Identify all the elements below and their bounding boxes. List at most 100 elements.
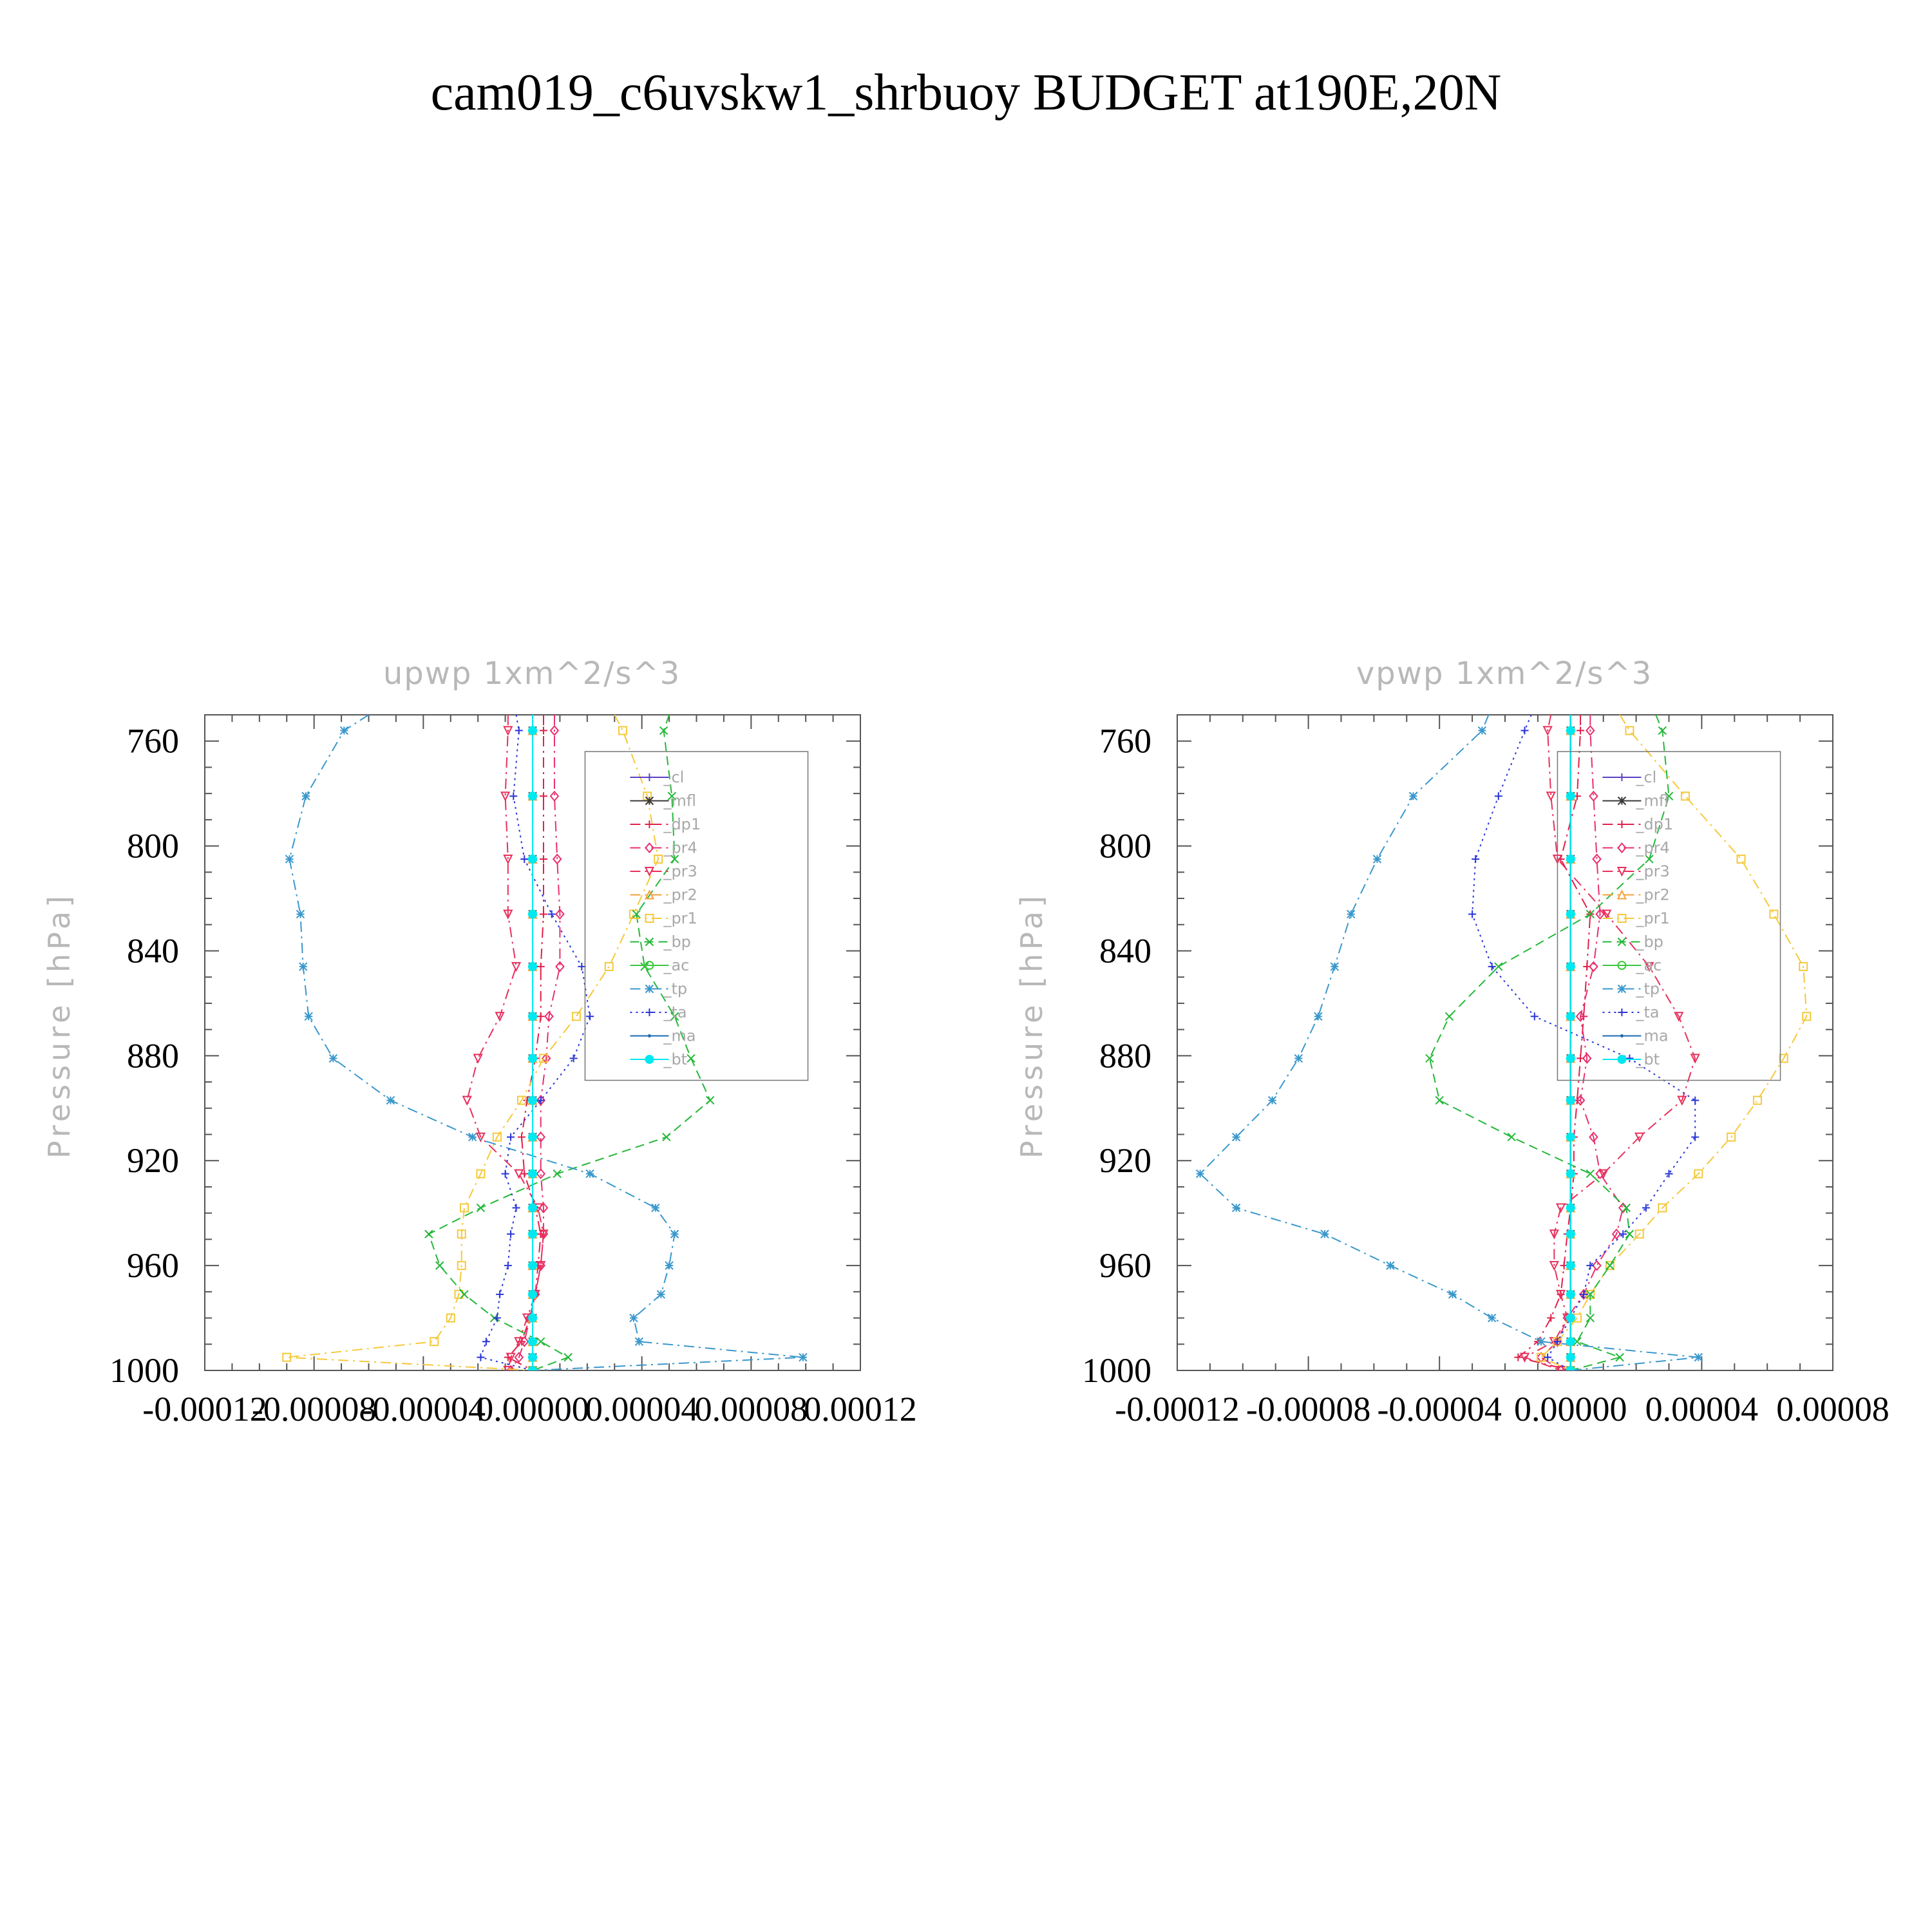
legend-label: _ta xyxy=(663,1003,687,1021)
data-point xyxy=(528,1366,537,1370)
legend-item: _pr3 xyxy=(1602,862,1670,880)
data-point xyxy=(670,1229,679,1238)
data-point xyxy=(511,961,522,972)
data-point xyxy=(386,1095,395,1105)
y-tick-label: 840 xyxy=(127,931,179,970)
data-point xyxy=(1658,726,1667,735)
data-point xyxy=(1680,791,1690,801)
axis-ticks: 760 800 840 880 920 960 1000-0.00012-0.00008-0… xyxy=(1082,714,1889,1428)
data-point xyxy=(1555,1366,1566,1370)
data-point xyxy=(1472,855,1480,863)
data-point xyxy=(339,726,349,735)
legend-marker xyxy=(645,961,654,970)
data-point xyxy=(528,1132,537,1142)
data-point xyxy=(1448,1290,1457,1299)
data-point xyxy=(514,1352,524,1363)
data-point xyxy=(1577,726,1585,735)
data-point xyxy=(492,1132,502,1142)
data-point xyxy=(1658,1203,1667,1213)
data-point xyxy=(514,1169,524,1179)
data-point xyxy=(1566,1132,1575,1142)
data-point xyxy=(651,1203,660,1213)
legend-label: _pr2 xyxy=(1635,886,1669,904)
data-point xyxy=(1769,909,1779,919)
data-point xyxy=(528,1261,537,1271)
data-point xyxy=(1566,1169,1575,1179)
series-line xyxy=(1199,715,1699,1370)
data-point xyxy=(1566,1261,1575,1271)
series-line xyxy=(1517,715,1591,1370)
data-point xyxy=(1575,1010,1586,1022)
series-pr3 xyxy=(462,715,549,1370)
data-point xyxy=(555,961,565,972)
series-line xyxy=(1540,715,1624,1370)
legend-item: _pr1 xyxy=(1602,909,1670,927)
legend-marker xyxy=(1617,961,1627,970)
data-point xyxy=(1294,1054,1303,1063)
data-point xyxy=(528,1169,537,1179)
data-point xyxy=(1605,1261,1615,1270)
data-point xyxy=(1727,1132,1736,1142)
legend-marker xyxy=(645,773,654,781)
x-tick-label: 0.00012 xyxy=(804,1390,917,1428)
data-point xyxy=(799,1352,808,1362)
data-point xyxy=(1736,854,1746,864)
y-tick-label: 960 xyxy=(1099,1246,1151,1285)
y-tick-label: 960 xyxy=(127,1246,179,1285)
legend-item: _pr4 xyxy=(1602,839,1670,857)
data-point xyxy=(1586,909,1595,919)
legend-marker xyxy=(1618,820,1626,828)
data-point xyxy=(1488,962,1496,971)
y-tick-label: 920 xyxy=(127,1141,179,1180)
data-point xyxy=(643,791,652,801)
data-point xyxy=(1644,961,1654,972)
data-point xyxy=(424,1229,433,1238)
data-point xyxy=(1586,1262,1595,1270)
legend-marker xyxy=(645,842,654,854)
data-point xyxy=(435,1261,444,1270)
data-point xyxy=(1691,1133,1700,1141)
legend-label: _cl xyxy=(663,768,684,786)
legend-item: _pr4 xyxy=(630,839,697,857)
data-point xyxy=(1542,726,1553,736)
y-tick-label: 760 xyxy=(127,722,179,761)
data-point xyxy=(1549,1229,1559,1240)
data-point xyxy=(1625,1054,1634,1063)
y-tick-label: 920 xyxy=(1099,1141,1151,1180)
data-point xyxy=(1195,1169,1205,1179)
x-tick-label: 0.00000 xyxy=(1514,1390,1627,1428)
data-point xyxy=(1642,1204,1650,1212)
data-point xyxy=(1592,853,1602,865)
data-point xyxy=(578,962,586,971)
legend-item: _ma xyxy=(630,1027,696,1045)
data-point xyxy=(1694,1352,1703,1362)
data-point xyxy=(282,1352,292,1362)
data-point xyxy=(528,1313,537,1323)
legend-box xyxy=(1557,751,1781,1081)
data-point xyxy=(1605,1261,1615,1271)
data-point xyxy=(518,1133,526,1141)
data-point xyxy=(520,855,529,863)
data-point xyxy=(473,1054,483,1064)
data-point xyxy=(1566,1366,1575,1370)
data-point xyxy=(528,1054,537,1063)
data-point xyxy=(659,726,668,735)
series-line xyxy=(466,715,544,1370)
legend-item: _pr3 xyxy=(630,862,697,880)
data-point xyxy=(1530,1012,1539,1021)
data-point xyxy=(662,1132,671,1142)
data-point xyxy=(1566,726,1575,735)
data-point xyxy=(1694,1169,1703,1179)
legend-label: _ac xyxy=(663,956,689,974)
data-point xyxy=(1330,962,1340,971)
data-point xyxy=(446,1313,455,1323)
legend-item: _mfl xyxy=(630,792,696,810)
legend: _cl _mfl _dp1 _pr4 _pr3 _pr2 _pr1 _bp _ac _tp _ta _… xyxy=(584,751,809,1081)
data-point xyxy=(552,853,562,865)
y-tick-label: 880 xyxy=(127,1036,179,1075)
data-point xyxy=(1622,1203,1631,1213)
legend-marker xyxy=(645,914,654,923)
data-point xyxy=(1546,791,1556,802)
panel-vpwp: vpwp 1xm^2/s^3 Pressure [hPa] 760 800 840 8… xyxy=(1014,656,1889,1428)
data-point xyxy=(1586,724,1595,736)
